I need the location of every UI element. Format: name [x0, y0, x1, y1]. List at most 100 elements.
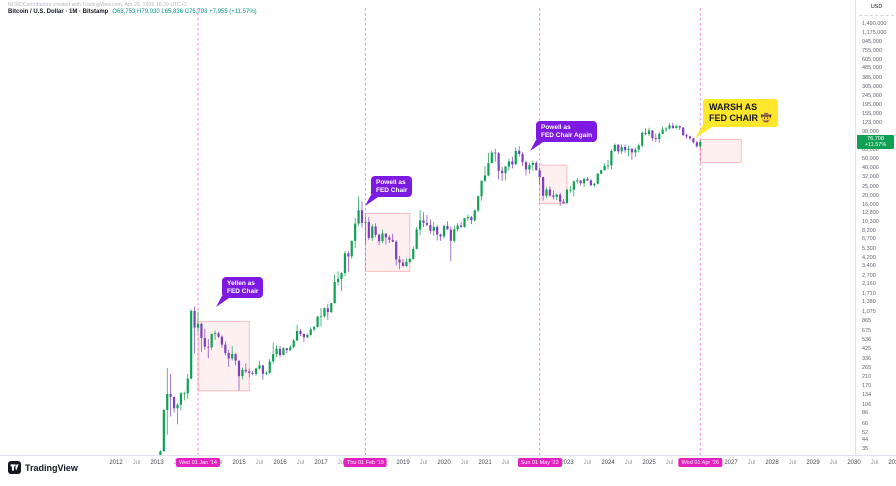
tradingview-logo-icon — [8, 461, 21, 474]
price-tick-label: 106 — [862, 401, 872, 408]
trend-boxes-layer[interactable] — [197, 138, 742, 392]
symbol-title[interactable]: Bitcoin / U.S. Dollar · 1M · Bitstamp — [8, 9, 109, 15]
candle-body — [463, 218, 466, 227]
price-tick-label: 305,000 — [862, 83, 882, 90]
candle-body — [278, 348, 282, 356]
candle-body — [477, 196, 480, 211]
price-tick-label: 1,175,000 — [862, 30, 887, 37]
current-price-label: 76,708 +11.57% — [857, 134, 894, 149]
candle-body — [172, 396, 176, 409]
candle-body — [169, 393, 172, 397]
candle-body — [647, 130, 651, 135]
candle-body — [651, 130, 654, 139]
event-date-chip: Wed 01 Apr '26 — [678, 458, 722, 467]
candle-body — [347, 253, 350, 257]
year-label: 2024 — [601, 460, 615, 466]
candle-body — [555, 194, 558, 197]
candle-body — [374, 226, 377, 235]
candle-body — [319, 316, 323, 318]
candle-body — [466, 217, 470, 219]
candle-body — [268, 361, 271, 373]
time-axis[interactable]: 2012Jul2013Jul2014Jul2015Jul2016Jul2017J… — [0, 455, 896, 486]
candle-body — [514, 150, 517, 165]
price-tick-label: 8,200 — [862, 228, 876, 235]
candle-body — [203, 337, 206, 347]
candle-body — [292, 340, 295, 348]
candle-body — [671, 125, 675, 129]
candle-body — [207, 346, 210, 348]
candle-body — [480, 180, 483, 197]
candle-body — [299, 330, 302, 334]
candle-body — [572, 181, 575, 190]
warsh-annotation[interactable]: WARSH AS FED CHAIR 🤠 — [695, 99, 778, 138]
price-tick-label: 50,000 — [862, 156, 879, 163]
candle-body — [470, 217, 473, 221]
year-label: 2016 — [273, 460, 287, 466]
price-tick-label: 16,000 — [862, 201, 879, 208]
candle-body — [582, 178, 586, 184]
current-price-change: +11.57% — [864, 141, 887, 148]
bubble-line2: FED Chair Again — [541, 131, 593, 139]
price-tick-label: 10,300 — [862, 219, 879, 226]
price-tick-label: 265 — [862, 365, 872, 372]
tradingview-logo[interactable]: TradingView — [8, 461, 78, 474]
candle-body — [302, 333, 306, 338]
trend-box[interactable] — [699, 138, 742, 163]
candle-body — [600, 170, 603, 174]
candle-body — [596, 173, 599, 184]
jul-label: Jul — [870, 460, 879, 466]
fed-chair-bubble[interactable]: Powell as FED Chair Again — [530, 121, 598, 151]
candle-body — [210, 333, 213, 348]
candle-body — [664, 128, 668, 130]
trend-box[interactable] — [365, 213, 411, 272]
price-axis[interactable]: USD 1,490,000 1,175,000 945,000 755,000 605,… — [855, 0, 896, 455]
bubble-line2: FED Chair — [227, 287, 259, 295]
price-tick-label: 755,000 — [862, 47, 882, 54]
candle-body — [398, 259, 401, 263]
candle-body — [340, 273, 343, 279]
symbol-legend: Bitcoin / U.S. Dollar · 1M · Bitstamp O68… — [8, 9, 257, 15]
fed-chair-bubble[interactable]: Yellen as FED Chair — [216, 277, 264, 307]
candle-body — [685, 135, 688, 137]
trend-box[interactable] — [197, 321, 250, 392]
candle-body — [562, 201, 565, 204]
candle-body — [644, 132, 647, 135]
fed-chair-bubble[interactable]: Powell as FED Chair — [365, 176, 413, 206]
price-tick-label: 20,000 — [862, 192, 879, 199]
price-tick-label: 25,000 — [862, 183, 879, 190]
price-tick-label: 12,800 — [862, 210, 879, 217]
candle-body — [183, 393, 186, 395]
candle-body — [613, 144, 616, 151]
candle-body — [343, 253, 347, 274]
candle-body — [408, 258, 411, 262]
candle-body — [487, 163, 490, 176]
candle-body — [565, 189, 569, 204]
candle-body — [637, 145, 640, 150]
price-tick-label: 865 — [862, 317, 872, 324]
candle-body — [244, 369, 247, 372]
warsh-line1: WARSH AS — [709, 102, 758, 112]
jul-label: Jul — [419, 460, 428, 466]
candle-body — [668, 125, 671, 129]
price-tick-label: 1,710 — [862, 290, 876, 297]
candle-body — [490, 152, 493, 164]
candle-body — [552, 195, 555, 197]
price-tick-label: 170 — [862, 382, 872, 389]
candle-body — [333, 281, 336, 304]
jul-label: Jul — [460, 460, 469, 466]
candle-body — [193, 310, 196, 328]
candle-body — [176, 404, 179, 409]
candle-body — [692, 138, 695, 143]
price-tick-label: 1,380 — [862, 299, 876, 306]
price-tick-label: 35 — [862, 445, 869, 452]
jul-label: Jul — [132, 460, 141, 466]
candle-body — [436, 226, 439, 235]
candle-body — [166, 393, 169, 410]
candle-body — [429, 224, 432, 231]
jul-label: Jul — [337, 460, 346, 466]
candle-body — [610, 150, 613, 166]
candle-body — [641, 132, 644, 146]
candle-body — [569, 189, 572, 191]
event-lines-layer[interactable] — [197, 8, 701, 455]
